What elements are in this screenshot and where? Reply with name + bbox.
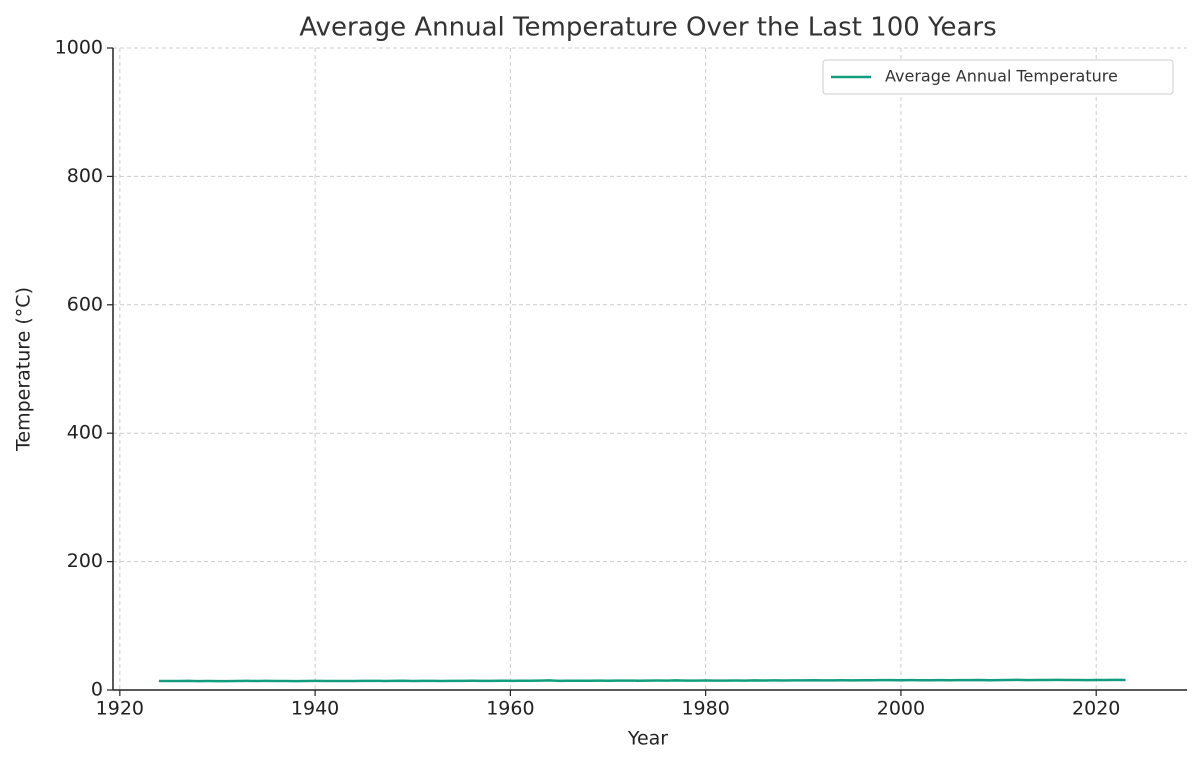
x-tick-label: 1920 [96,698,144,720]
x-tick-label: 1940 [291,698,339,720]
chart-title: Average Annual Temperature Over the Last… [299,13,996,43]
line [158,678,1126,683]
y-tick-label: 600 [67,293,103,315]
x-tick-label: 2000 [877,698,925,720]
y-tick-label: 0 [91,679,103,701]
x-tick-label: 1980 [681,698,729,720]
legend-label: Average Annual Temperature [885,67,1118,86]
y-axis-label: Temperature (°C) [13,287,35,452]
x-tick-label: 2020 [1072,698,1120,720]
y-tick-label: 400 [67,422,103,444]
y-tick-label: 200 [67,550,103,572]
legend-box [822,59,1174,95]
x-tick-label: 1960 [486,698,534,720]
x-axis-label: Year [627,728,668,750]
y-tick-label: 800 [67,165,103,187]
y-tick-label: 1000 [55,37,103,59]
